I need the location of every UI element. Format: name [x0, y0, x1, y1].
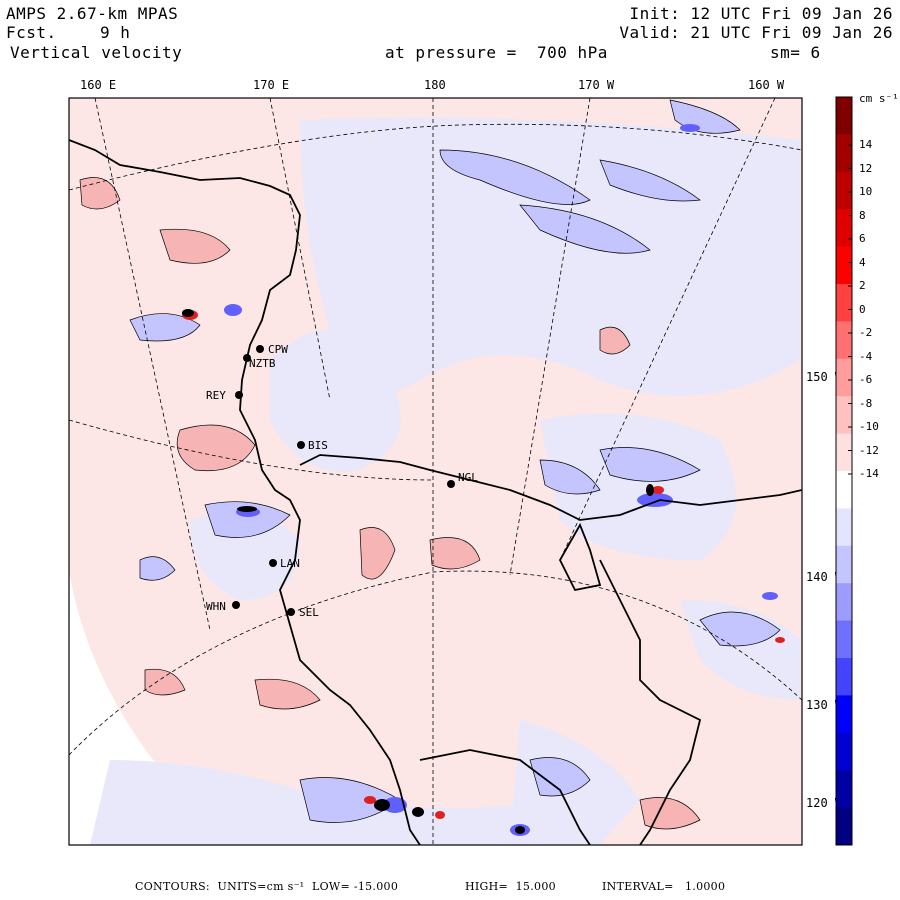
- station-marker-rey: [235, 391, 243, 399]
- colorbar-swatch: [836, 732, 852, 771]
- colorbar-tick-label: -14: [859, 467, 879, 480]
- colorbar-swatch: [836, 658, 852, 696]
- convective-clusters: [182, 309, 654, 834]
- footer-high: HIGH= 15.000: [465, 880, 556, 893]
- forecast-label: Fcst.: [6, 23, 57, 42]
- colorbar-swatch: [836, 97, 852, 135]
- station-label-sel: SEL: [299, 606, 319, 619]
- colorbar-frame: [835, 96, 853, 846]
- colorbar-tick-label: -6: [859, 373, 873, 386]
- station-label-cpw: CPW: [268, 343, 288, 356]
- footer-interval: INTERVAL= 1.0000: [602, 880, 726, 893]
- map-frame: [68, 97, 803, 846]
- colorbar-swatch: [836, 695, 852, 734]
- colorbar-swatch: [836, 358, 852, 397]
- colorbar-tick-label: -8: [859, 396, 873, 410]
- field-name: Vertical velocity: [10, 43, 183, 62]
- station-marker-cpw: [256, 345, 264, 353]
- colorbar-tick-label: -2: [859, 326, 873, 339]
- station-labels: CPW NZTB REY BIS NGL LAN WHN SEL: [206, 343, 478, 619]
- station-markers: [232, 345, 455, 616]
- lon-label-170w: 170 W: [578, 78, 615, 92]
- station-marker-ngl: [447, 480, 455, 488]
- station-marker-sel: [287, 608, 295, 616]
- forecast-hour: 9 h: [100, 23, 131, 42]
- colorbar-swatch: [836, 171, 852, 210]
- colorbar-tick-label: -4: [859, 349, 873, 363]
- station-marker-nztb: [243, 354, 251, 362]
- station-label-lan: LAN: [280, 557, 300, 570]
- colorbar-swatch: [836, 471, 852, 509]
- coastline: [69, 139, 802, 845]
- colorbar-tick-label: 12: [859, 161, 873, 175]
- colorbar-tick-label: 10: [859, 185, 873, 198]
- station-label-rey: REY: [206, 389, 226, 402]
- station-label-whn: WHN: [206, 600, 226, 613]
- station-label-ngl: NGL: [458, 471, 478, 484]
- colorbar-swatch: [836, 246, 852, 285]
- colorbar-swatch: [836, 284, 852, 322]
- lat-label-120w: 120 W: [806, 796, 843, 810]
- colorbar-tick-label: 8: [859, 208, 866, 222]
- station-label-nztb: NZTB: [249, 357, 276, 370]
- station-marker-bis: [297, 441, 305, 449]
- station-marker-lan: [269, 559, 277, 567]
- footer-contours: CONTOURS: UNITS=cm s⁻¹ LOW= -15.000: [135, 880, 399, 893]
- map-area: [69, 98, 802, 845]
- station-marker-whn: [232, 601, 240, 609]
- colorbar-swatch: [836, 545, 852, 584]
- colorbar-tick-label: 2: [859, 279, 866, 292]
- colorbar-swatch: [836, 583, 852, 622]
- colorbar-swatch: [836, 620, 852, 659]
- negative-cores: [224, 124, 778, 836]
- colorbar-tick-label: -12: [859, 443, 879, 457]
- init-time: Init: 12 UTC Fri 09 Jan 26: [629, 4, 893, 23]
- colorbar-tick-label: 0: [859, 302, 866, 316]
- colorbar-swatch: [836, 508, 852, 547]
- colorbar-swatch: [836, 396, 852, 435]
- lon-label-160e: 160 E: [80, 78, 117, 92]
- colorbar-swatch: [836, 807, 852, 846]
- colorbar-tick-label: 4: [859, 255, 866, 269]
- model-title: AMPS 2.67-km MPAS: [6, 4, 179, 23]
- smoothing: sm= 6: [770, 43, 821, 62]
- colorbar-swatch: [836, 433, 852, 472]
- colorbar-tick-label: 14: [859, 138, 873, 151]
- colorbar-swatch: [836, 770, 852, 809]
- colorbar-swatch: [836, 321, 852, 360]
- pressure-level: at pressure = 700 hPa: [385, 43, 608, 62]
- valid-time: Valid: 21 UTC Fri 09 Jan 26: [619, 23, 893, 42]
- colorbar-swatch: [836, 134, 852, 173]
- lon-label-180: 180: [424, 78, 446, 92]
- negative-streaks: [129, 99, 781, 823]
- colorbar-swatch: [836, 209, 852, 248]
- lon-label-160w: 160 W: [748, 78, 785, 92]
- colorbar-units: cm s⁻¹: [859, 92, 899, 105]
- positive-patches: [79, 177, 701, 830]
- station-label-bis: BIS: [308, 439, 328, 452]
- colorbar-tick-label: 6: [859, 232, 866, 245]
- colorbar: [835, 96, 853, 846]
- colorbar-tick-label: -10: [859, 420, 879, 433]
- lon-label-170e: 170 E: [253, 78, 290, 92]
